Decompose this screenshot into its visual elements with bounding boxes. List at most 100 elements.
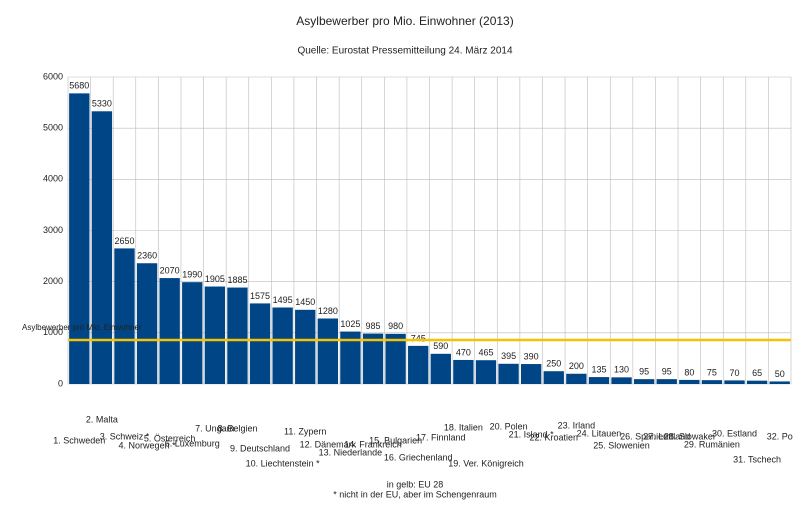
value-label: 1905 (205, 274, 225, 284)
x-tick-label: 2. Malta (86, 414, 118, 424)
bar (475, 360, 497, 384)
x-tick-label: 29. Rumänien (684, 439, 740, 449)
chart-title: Asylbewerber pro Mio. Einwohner (2013) (296, 14, 513, 28)
x-tick-label: 8. Belgien (217, 423, 257, 433)
bar (679, 379, 700, 384)
x-tick-label: 13. Niederlande (319, 447, 383, 457)
x-tick-label: 7. Ungarn (195, 423, 235, 433)
bar (724, 380, 745, 384)
bar (340, 331, 361, 384)
bar (701, 380, 723, 384)
value-label: 130 (614, 365, 629, 375)
value-label: 1885 (227, 275, 247, 285)
y-tick-label: 2000 (43, 276, 63, 286)
bar (114, 248, 135, 384)
y-tick-label: 3000 (43, 225, 63, 235)
value-label: 2070 (160, 265, 180, 275)
x-tick-label: 9. Deutschland (230, 443, 290, 453)
y-tick-label: 4000 (43, 174, 63, 184)
x-tick-label: 23. Irland (558, 420, 596, 430)
x-tick-label: 25. Slowenien (593, 440, 650, 450)
value-label: 80 (684, 367, 694, 377)
bar (136, 263, 158, 384)
x-tick-label: 16. Griechenland (384, 452, 453, 462)
bar (588, 377, 610, 384)
value-label: 980 (388, 321, 403, 331)
bar (408, 345, 429, 384)
value-label: 65 (752, 368, 762, 378)
x-tick-label: 18. Italien (444, 422, 483, 432)
bar (453, 359, 474, 384)
x-tick-label: 1. Schweden (53, 435, 105, 445)
bar (159, 278, 180, 384)
bar (769, 381, 790, 384)
bar (91, 111, 113, 384)
value-label: 1025 (340, 319, 360, 329)
value-label: 135 (591, 364, 606, 374)
reference-label: Asylbewerber pro Mio. Einwohner (22, 323, 142, 332)
value-label: 1495 (273, 295, 293, 305)
bar (272, 307, 293, 384)
value-label: 250 (546, 359, 561, 369)
value-label: 70 (730, 368, 740, 378)
x-tick-label: 27. Lettland (643, 431, 690, 441)
y-tick-label: 6000 (43, 71, 63, 81)
x-tick-label: 20. Polen (490, 421, 528, 431)
bar (204, 286, 226, 384)
value-label: 50 (775, 369, 785, 379)
x-tick-label: 11. Zypern (284, 426, 326, 436)
x-tick-label: 22. Kroatien (529, 432, 578, 442)
x-tick-label: 21. Island * (509, 429, 555, 439)
x-tick-label: 12. Dänemark (300, 439, 357, 449)
bar (69, 93, 90, 384)
value-label: 465 (478, 348, 493, 358)
bar (362, 333, 384, 384)
value-label: 1990 (182, 270, 202, 280)
x-tick-label: 14. Frankreich (344, 439, 402, 449)
value-label: 95 (639, 367, 649, 377)
value-label: 75 (707, 368, 717, 378)
value-label: 200 (569, 361, 584, 371)
x-tick-label: 19. Ver. Königreich (448, 458, 524, 468)
x-tick-label: 28. Slowakei (664, 431, 715, 441)
value-label: 2650 (114, 236, 134, 246)
value-label: 395 (501, 351, 516, 361)
x-tick-label: 31. Tschech (733, 454, 781, 464)
value-label: 1450 (295, 297, 315, 307)
value-label: 5680 (69, 81, 89, 91)
x-tick-label: 5. Österreich (144, 433, 196, 443)
y-tick-label: 0 (58, 378, 63, 388)
x-tick-label: 3. Schweiz * (100, 431, 150, 441)
chart-subtitle: Quelle: Eurostat Pressemitteilung 24. Mä… (297, 46, 513, 57)
value-label: 5330 (92, 99, 112, 109)
x-tick-label: 6. Luxemburg (165, 438, 220, 448)
x-tick-label: 24. Litauen (577, 428, 622, 438)
bar (633, 379, 655, 384)
bar (543, 371, 564, 384)
bar (182, 282, 203, 384)
y-tick-label: 1000 (43, 327, 63, 337)
bar (521, 364, 542, 384)
x-tick-label: 30. Estland (712, 428, 757, 438)
note: in gelb: EU 28 (387, 479, 444, 489)
bar (656, 379, 677, 384)
bar (385, 333, 406, 384)
x-tick-label: 17. Finnland (416, 432, 466, 442)
value-label: 390 (524, 351, 539, 361)
x-tick-label: 15. Bulgarien (369, 435, 422, 445)
value-label: 985 (366, 321, 381, 331)
value-label: 745 (411, 333, 426, 343)
x-tick-label: 10. Liechtenstein * (246, 458, 321, 468)
value-label: 1575 (250, 291, 270, 301)
bar (295, 309, 316, 384)
bar (611, 377, 632, 384)
value-label: 1280 (318, 306, 338, 316)
x-tick-label: 26. Spanien (620, 431, 668, 441)
bar (227, 287, 248, 384)
bar (746, 380, 768, 384)
bar (430, 353, 451, 384)
bar (317, 318, 338, 384)
bar (249, 303, 271, 384)
y-tick-label: 5000 (43, 123, 63, 133)
